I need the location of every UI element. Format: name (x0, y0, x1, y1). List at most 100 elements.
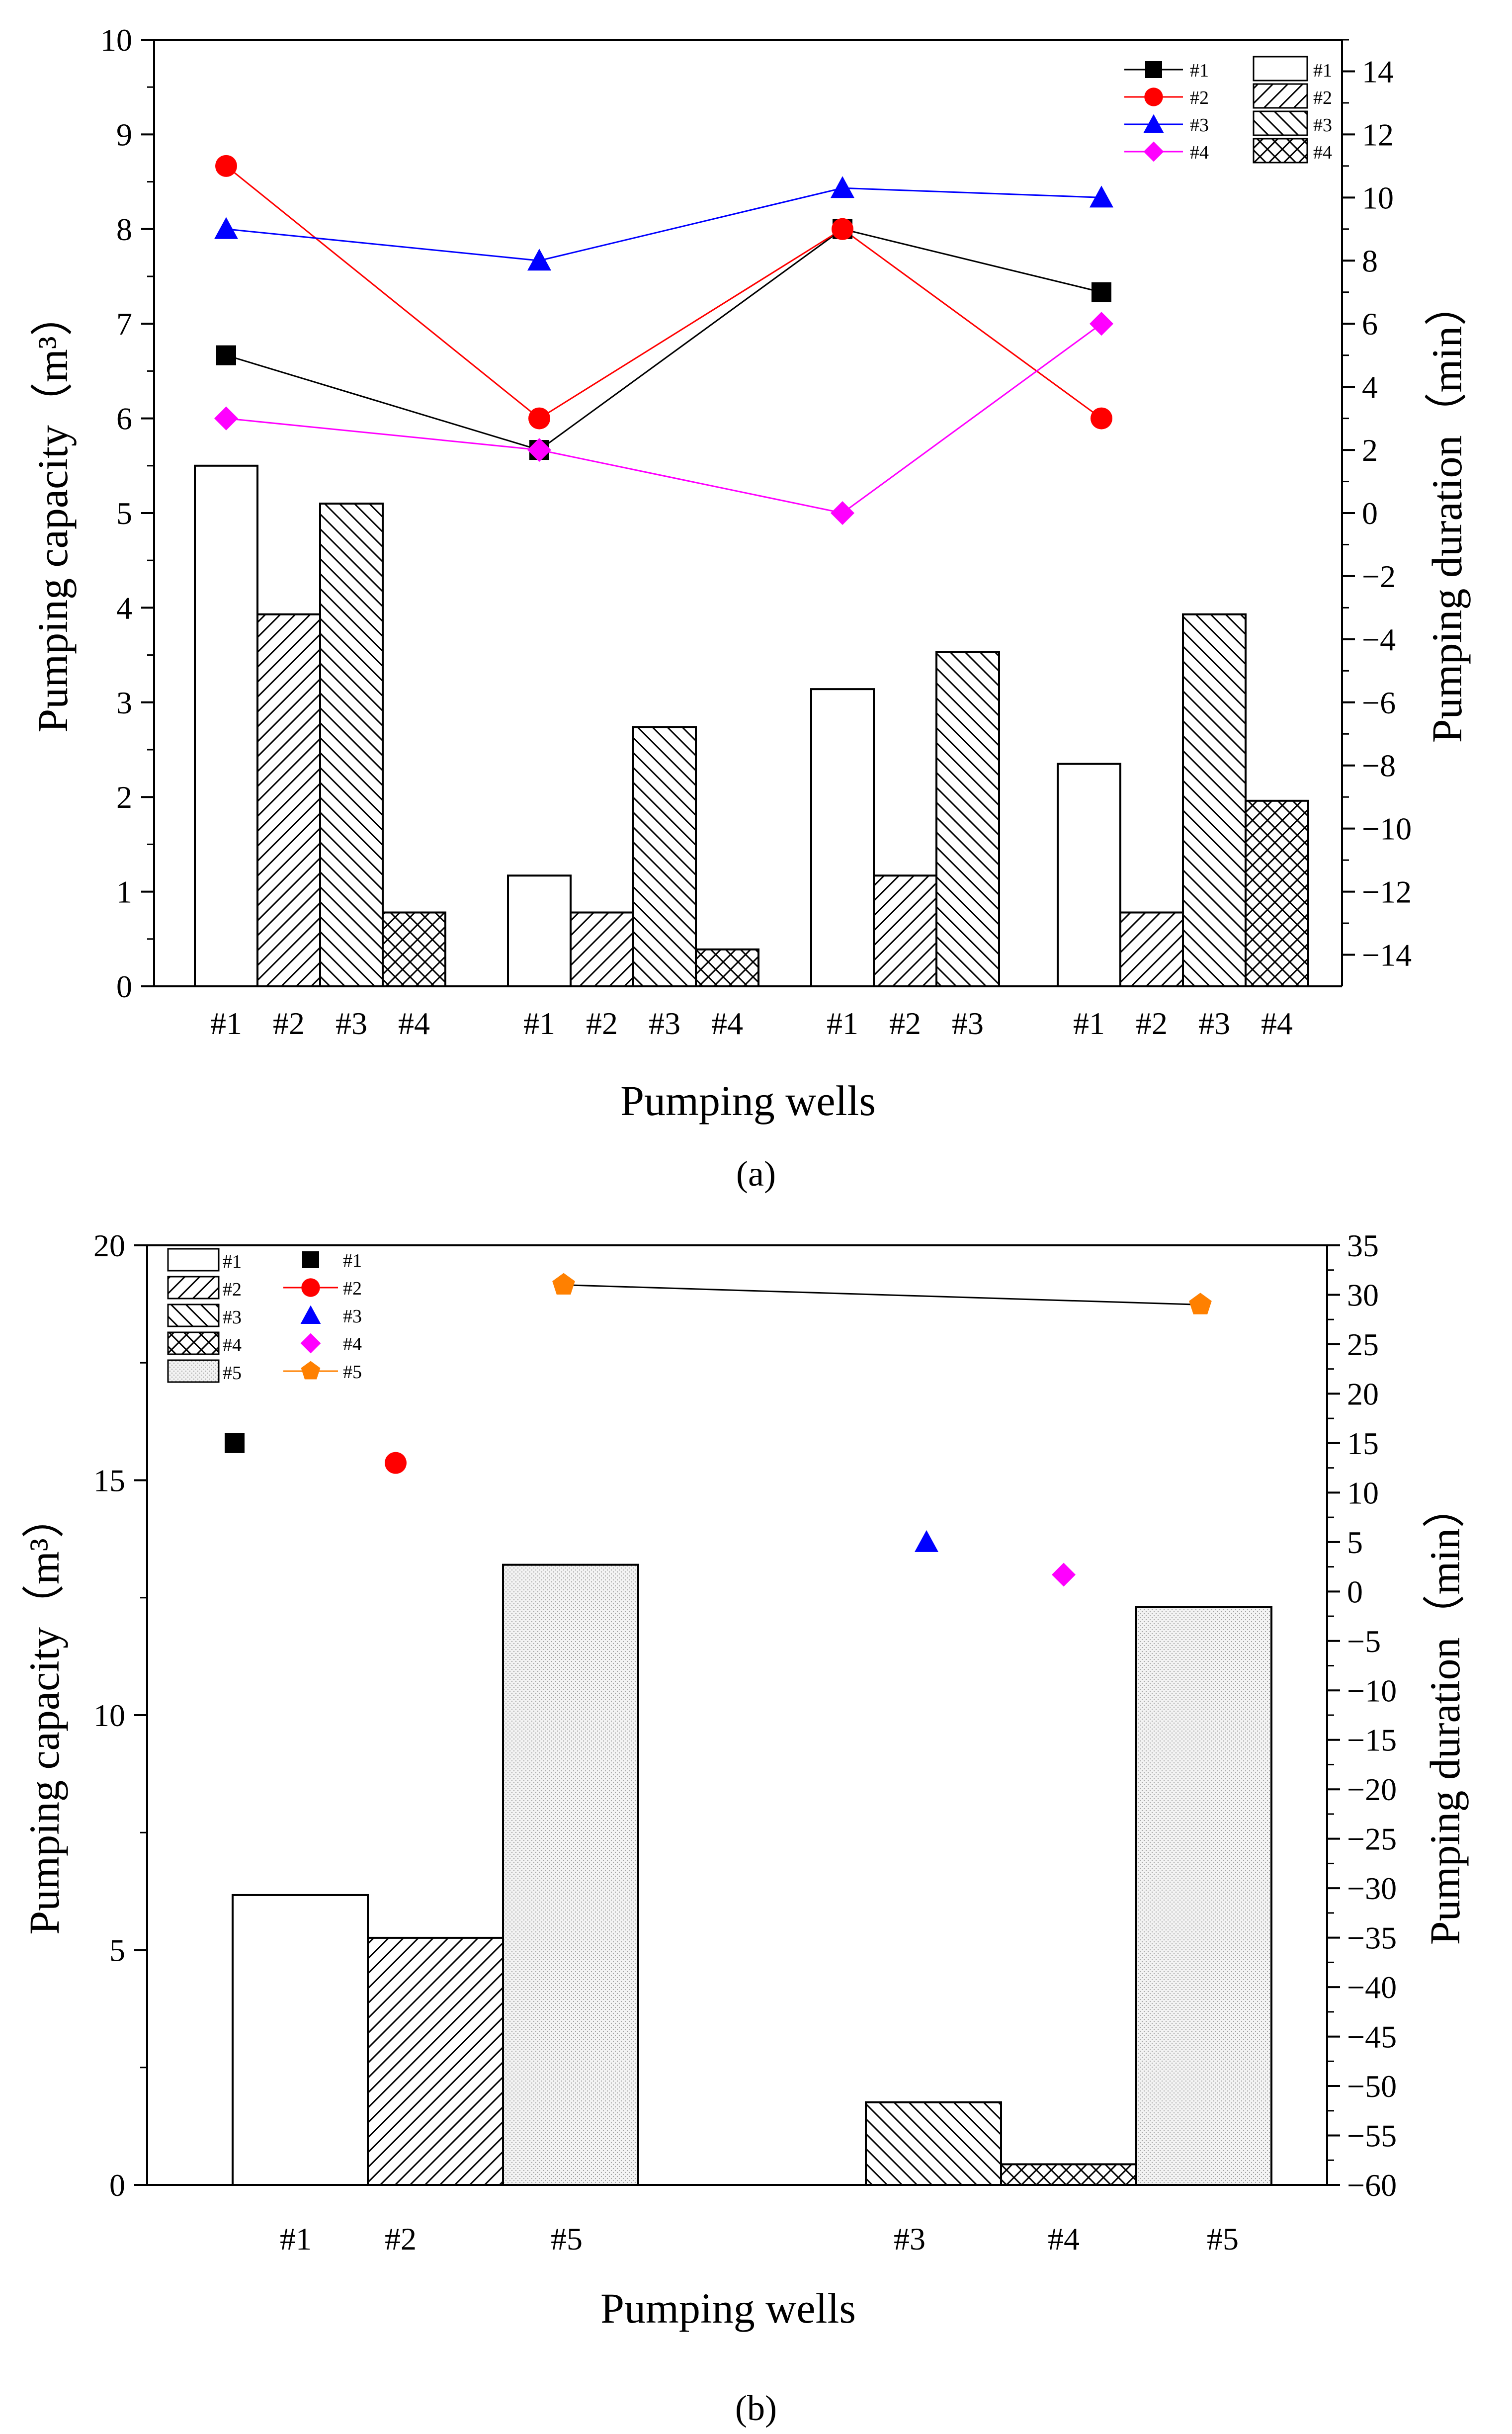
legend-marker (301, 1361, 321, 1380)
legend-label: #4 (1190, 142, 1209, 163)
chart-panel-b: 05101520−60−55−50−45−40−35−30−25−20−15−1… (20, 1228, 1469, 2332)
y2-tick-label: 10 (1347, 1475, 1379, 1510)
bar (632, 726, 697, 987)
y2-tick-label: −14 (1362, 938, 1412, 973)
legend-label: #4 (1313, 142, 1332, 163)
legend-label: #2 (343, 1278, 362, 1299)
y-tick-label: 5 (109, 1933, 125, 1968)
data-point (385, 1452, 407, 1474)
bar (935, 651, 1000, 987)
legend-swatch (1253, 56, 1308, 82)
bar (865, 2101, 1002, 2186)
legend-swatch (1253, 83, 1308, 109)
legend-label: #2 (223, 1279, 242, 1300)
bar (256, 613, 321, 987)
y2-tick-label: 15 (1347, 1426, 1379, 1461)
legend-marker (300, 1305, 321, 1324)
y2-tick-label: 25 (1347, 1327, 1379, 1362)
legend-swatch (167, 1359, 220, 1383)
data-point (216, 345, 236, 365)
data-point (831, 501, 854, 525)
y-tick-label: 0 (109, 2168, 125, 2203)
legend-swatch (167, 1304, 220, 1327)
y2-tick-label: 0 (1347, 1574, 1363, 1609)
x-tick-label: #1 (280, 2221, 312, 2257)
y-tick-label: 4 (116, 590, 132, 625)
legend-swatch (167, 1276, 220, 1300)
legend-label: #1 (343, 1250, 362, 1271)
y-tick-label: 3 (116, 685, 132, 720)
bar (810, 688, 875, 988)
y2-tick-label: 12 (1362, 117, 1394, 152)
chart-panel-a: 012345678910−14−12−10−8−6−4−202468101214… (29, 22, 1471, 1125)
y2-tick-label: −8 (1362, 748, 1396, 783)
legend-marker (1143, 141, 1164, 162)
legend-label: #3 (343, 1306, 362, 1327)
bar (507, 874, 572, 988)
bar (1000, 2163, 1137, 2186)
y-tick-label: 7 (116, 306, 132, 342)
legend-label: #3 (223, 1307, 242, 1328)
y2-tick-label: 20 (1347, 1376, 1379, 1411)
y2-tick-label: 6 (1362, 306, 1378, 342)
x-tick-label: #3 (336, 1006, 367, 1041)
data-point (1091, 407, 1112, 430)
x-tick-label: #5 (1207, 2221, 1239, 2257)
x-tick-label: #2 (273, 1006, 305, 1041)
bar (695, 948, 759, 988)
y2-tick-label: −10 (1362, 811, 1412, 847)
data-point (832, 218, 853, 240)
y2-tick-label: 10 (1362, 180, 1394, 215)
y2-tick-label: −35 (1347, 1920, 1397, 1956)
legend-label: #2 (1313, 87, 1332, 108)
caption-b: (b) (735, 2388, 777, 2428)
y2-tick-label: 4 (1362, 369, 1378, 405)
legend-label: #2 (1190, 87, 1209, 108)
y2-tick-label: −5 (1347, 1624, 1381, 1659)
y2-tick-label: 35 (1347, 1228, 1379, 1263)
y2-tick-label: −40 (1347, 1970, 1397, 2005)
legend-swatch (167, 1331, 220, 1355)
data-point (552, 1273, 575, 1295)
data-point (1090, 312, 1113, 336)
legend-swatch (1253, 138, 1308, 164)
y2-tick-label: 8 (1362, 243, 1378, 278)
bar (1135, 1606, 1272, 2186)
data-point (225, 1433, 245, 1453)
y2-axis-title: Pumping duration（min） (1421, 1485, 1469, 1945)
x-tick-label: #3 (894, 2221, 925, 2257)
y2-tick-label: −2 (1362, 559, 1396, 594)
y2-tick-label: −60 (1347, 2168, 1397, 2203)
bar (1182, 613, 1247, 987)
y2-tick-label: −10 (1347, 1673, 1397, 1708)
y-tick-label: 15 (93, 1463, 125, 1498)
y-tick-label: 1 (116, 874, 132, 910)
x-tick-label: #3 (952, 1006, 984, 1041)
legend-swatch (167, 1248, 220, 1272)
data-point (1052, 1563, 1076, 1587)
y-tick-label: 9 (116, 117, 132, 152)
legend-label: #1 (1313, 60, 1332, 81)
y2-tick-label: 14 (1362, 54, 1394, 89)
y-tick-label: 5 (116, 496, 132, 531)
x-tick-label: #1 (523, 1006, 555, 1041)
bar (1245, 799, 1309, 988)
y2-tick-label: −20 (1347, 1772, 1397, 1807)
legend-label: #5 (223, 1363, 242, 1384)
legend-label: #4 (343, 1334, 362, 1355)
x-tick-label: #1 (827, 1006, 858, 1041)
bar (382, 911, 446, 988)
y-tick-label: 8 (116, 212, 132, 247)
caption-a: (a) (736, 1154, 776, 1194)
x-tick-label: #3 (1198, 1006, 1230, 1041)
y2-tick-label: −4 (1362, 622, 1396, 657)
y2-tick-label: −55 (1347, 2118, 1397, 2154)
data-point (215, 155, 237, 177)
y-tick-label: 2 (116, 780, 132, 815)
bar (502, 1564, 639, 2186)
bar (1119, 911, 1184, 988)
bar (1057, 763, 1121, 988)
y2-tick-label: 30 (1347, 1277, 1379, 1312)
y2-tick-label: 5 (1347, 1525, 1363, 1560)
